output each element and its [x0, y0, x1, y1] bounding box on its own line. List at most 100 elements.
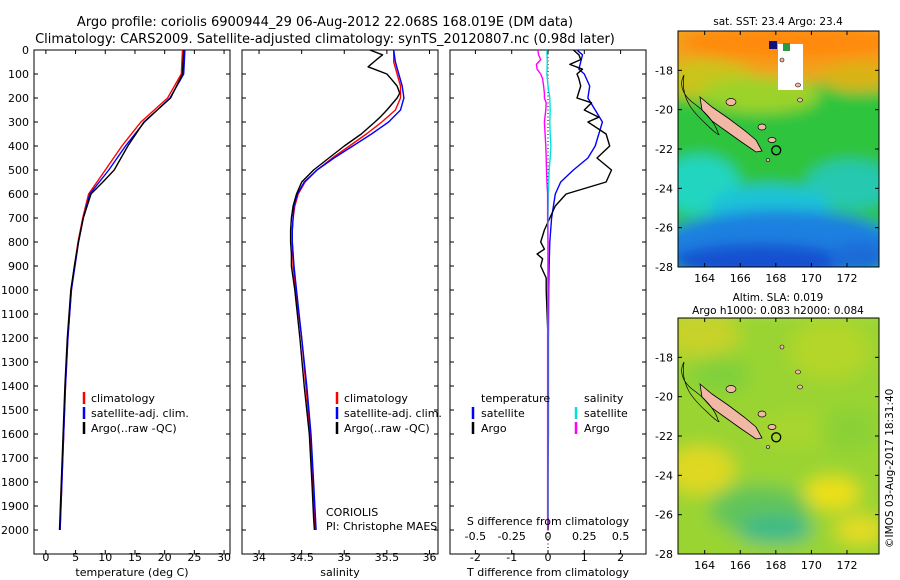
- lon-tick-label: 166: [730, 272, 751, 285]
- temperature-xlabel: temperature (deg C): [75, 566, 188, 579]
- salinity-axes-frame: [241, 49, 439, 555]
- lat-tick-label: -22: [655, 143, 673, 156]
- lat-tick-label: -26: [655, 222, 673, 235]
- sst-argo-marker-swatch: [769, 41, 777, 49]
- sla-map-axes: 164 166 168 170 172 -18 -20 -22 -24 -26 -28: [655, 318, 879, 572]
- s-diff-tick-label: -0.25: [497, 530, 525, 543]
- depth-tick-label: 900: [8, 260, 29, 273]
- depth-tick-label: 1800: [1, 476, 29, 489]
- x-tick-label: -2: [470, 551, 481, 564]
- depth-tick-label: 1000: [1, 284, 29, 297]
- sla-map-panel: Altim. SLA: 0.019 Argo h1000: 0.083 h200…: [655, 292, 880, 572]
- series-line-salinity-argo: [535, 50, 549, 530]
- difference-x-axis: -2 -1 0 1 2: [470, 50, 624, 564]
- temperature-axes-frame: [33, 49, 231, 555]
- legend-label-sal-satellite: satellite: [584, 407, 628, 420]
- lat-tick-label: -20: [655, 391, 673, 404]
- imos-watermark: ©IMOS 03-Aug-2017 18:31:40: [884, 389, 896, 548]
- header-line1: Argo profile: coriolis 6900944_29 06-Aug…: [77, 15, 573, 30]
- lon-tick-label: 172: [836, 272, 857, 285]
- legend-label-argo: Argo(..raw -QC): [344, 422, 430, 435]
- sst-sat-marker-swatch: [783, 43, 790, 51]
- depth-tick-label: 800: [8, 236, 29, 249]
- missing-data-patch: [778, 44, 803, 90]
- sst-map-panel: sat. SST: 23.4 Argo: 23.4: [655, 16, 880, 285]
- t-difference-xlabel: T difference from climatology: [466, 566, 629, 579]
- depth-tick-label: 1400: [1, 380, 29, 393]
- lat-tick-label: -20: [655, 104, 673, 117]
- x-tick-label: 0: [545, 551, 552, 564]
- lat-tick-label: -18: [655, 64, 673, 77]
- salinity-x-axis: 34 34.5 35 35.5 36: [252, 50, 436, 564]
- s-diff-tick-label: 0.5: [612, 530, 630, 543]
- x-tick-label: 36: [422, 551, 436, 564]
- x-tick-label: -1: [506, 551, 517, 564]
- lon-tick-label: 170: [801, 559, 822, 572]
- lat-tick-label: -28: [655, 261, 673, 274]
- depth-tick-label: 1100: [1, 308, 29, 321]
- s-difference-xlabel: S difference from climatology: [467, 515, 630, 528]
- salinity-panel: 34 34.5 35 35.5 36 salinity climatology sate…: [241, 49, 442, 579]
- lat-tick-label: -24: [655, 182, 673, 195]
- depth-axis: 0 100 200 300 400 500 600 700 800 900 1000 1100 1200…: [1, 44, 230, 537]
- salinity-y-ticks: [242, 49, 438, 531]
- series-line-argo-raw-qc-: [58, 50, 185, 531]
- difference-lines: [535, 50, 613, 530]
- x-tick-label: 25: [187, 551, 201, 564]
- depth-tick-label: 1900: [1, 500, 29, 513]
- x-tick-label: 1: [581, 551, 588, 564]
- depth-tick-label: 0: [22, 44, 29, 57]
- depth-tick-label: 1600: [1, 428, 29, 441]
- salinity-difference-tick-labels: -0.5 -0.25 0 0.25 0.5: [465, 530, 630, 543]
- s-diff-tick-label: -0.5: [465, 530, 486, 543]
- legend-label-satellite: satellite-adj. clim.: [344, 407, 442, 420]
- x-tick-label: 5: [72, 551, 79, 564]
- lat-tick-label: -28: [655, 548, 673, 561]
- sst-map-axes: 164 166 168 170 172 -18 -20 -22 -24 -26 -28: [655, 31, 879, 285]
- depth-tick-label: 1300: [1, 356, 29, 369]
- s-diff-tick-label: 0.25: [572, 530, 597, 543]
- x-tick-label: 35: [337, 551, 351, 564]
- depth-tick-label: 500: [8, 164, 29, 177]
- difference-legend: temperature satellite Argo salinity sate…: [471, 392, 628, 435]
- difference-y-ticks: [450, 49, 646, 531]
- lat-tick-label: -18: [655, 351, 673, 364]
- legend-label-satellite: satellite-adj. clim.: [91, 407, 189, 420]
- legend-label-climatology: climatology: [344, 392, 408, 405]
- credit-agency: CORIOLIS: [326, 506, 378, 519]
- lat-tick-label: -22: [655, 430, 673, 443]
- depth-tick-label: 200: [8, 92, 29, 105]
- argo-position-marker: [771, 432, 782, 443]
- sla-coastline: [681, 344, 803, 449]
- temperature-panel: 0100200300400500600700800900100011001200…: [1, 44, 231, 579]
- depth-tick-label: 400: [8, 140, 29, 153]
- lon-tick-label: 166: [730, 559, 751, 572]
- lon-tick-label: 170: [801, 272, 822, 285]
- sst-field: [678, 31, 879, 267]
- depth-tick-label: 2000: [1, 524, 29, 537]
- sst-map-title: sat. SST: 23.4 Argo: 23.4: [713, 16, 843, 28]
- x-tick-label: 35.5: [375, 551, 400, 564]
- s-diff-tick-label: 0: [545, 530, 552, 543]
- depth-tick-label: 600: [8, 188, 29, 201]
- credit-pi: PI: Christophe MAES: [326, 520, 437, 533]
- x-tick-label: 34: [252, 551, 266, 564]
- lat-tick-label: -24: [655, 469, 673, 482]
- legend-label-sal-argo: Argo: [584, 422, 610, 435]
- x-tick-label: 15: [128, 551, 142, 564]
- lon-tick-label: 164: [694, 559, 715, 572]
- header-line2: Climatology: CARS2009. Satellite-adjuste…: [35, 32, 615, 47]
- legend-label-temp-argo: Argo: [481, 422, 507, 435]
- argo-position-marker: [771, 145, 782, 156]
- sla-field: [678, 318, 879, 554]
- legend-label-argo: Argo(..raw -QC): [91, 422, 177, 435]
- series-line-satellite-adj-clim-: [291, 50, 405, 531]
- x-tick-label: 10: [98, 551, 112, 564]
- lon-tick-label: 168: [765, 559, 786, 572]
- temperature-lines: [58, 50, 186, 531]
- depth-tick-label: 300: [8, 116, 29, 129]
- difference-panel: -2 -1 0 1 2 T difference from climatology S …: [449, 49, 647, 579]
- x-tick-label: 20: [158, 551, 172, 564]
- series-line-argo-raw-qc-: [289, 50, 401, 531]
